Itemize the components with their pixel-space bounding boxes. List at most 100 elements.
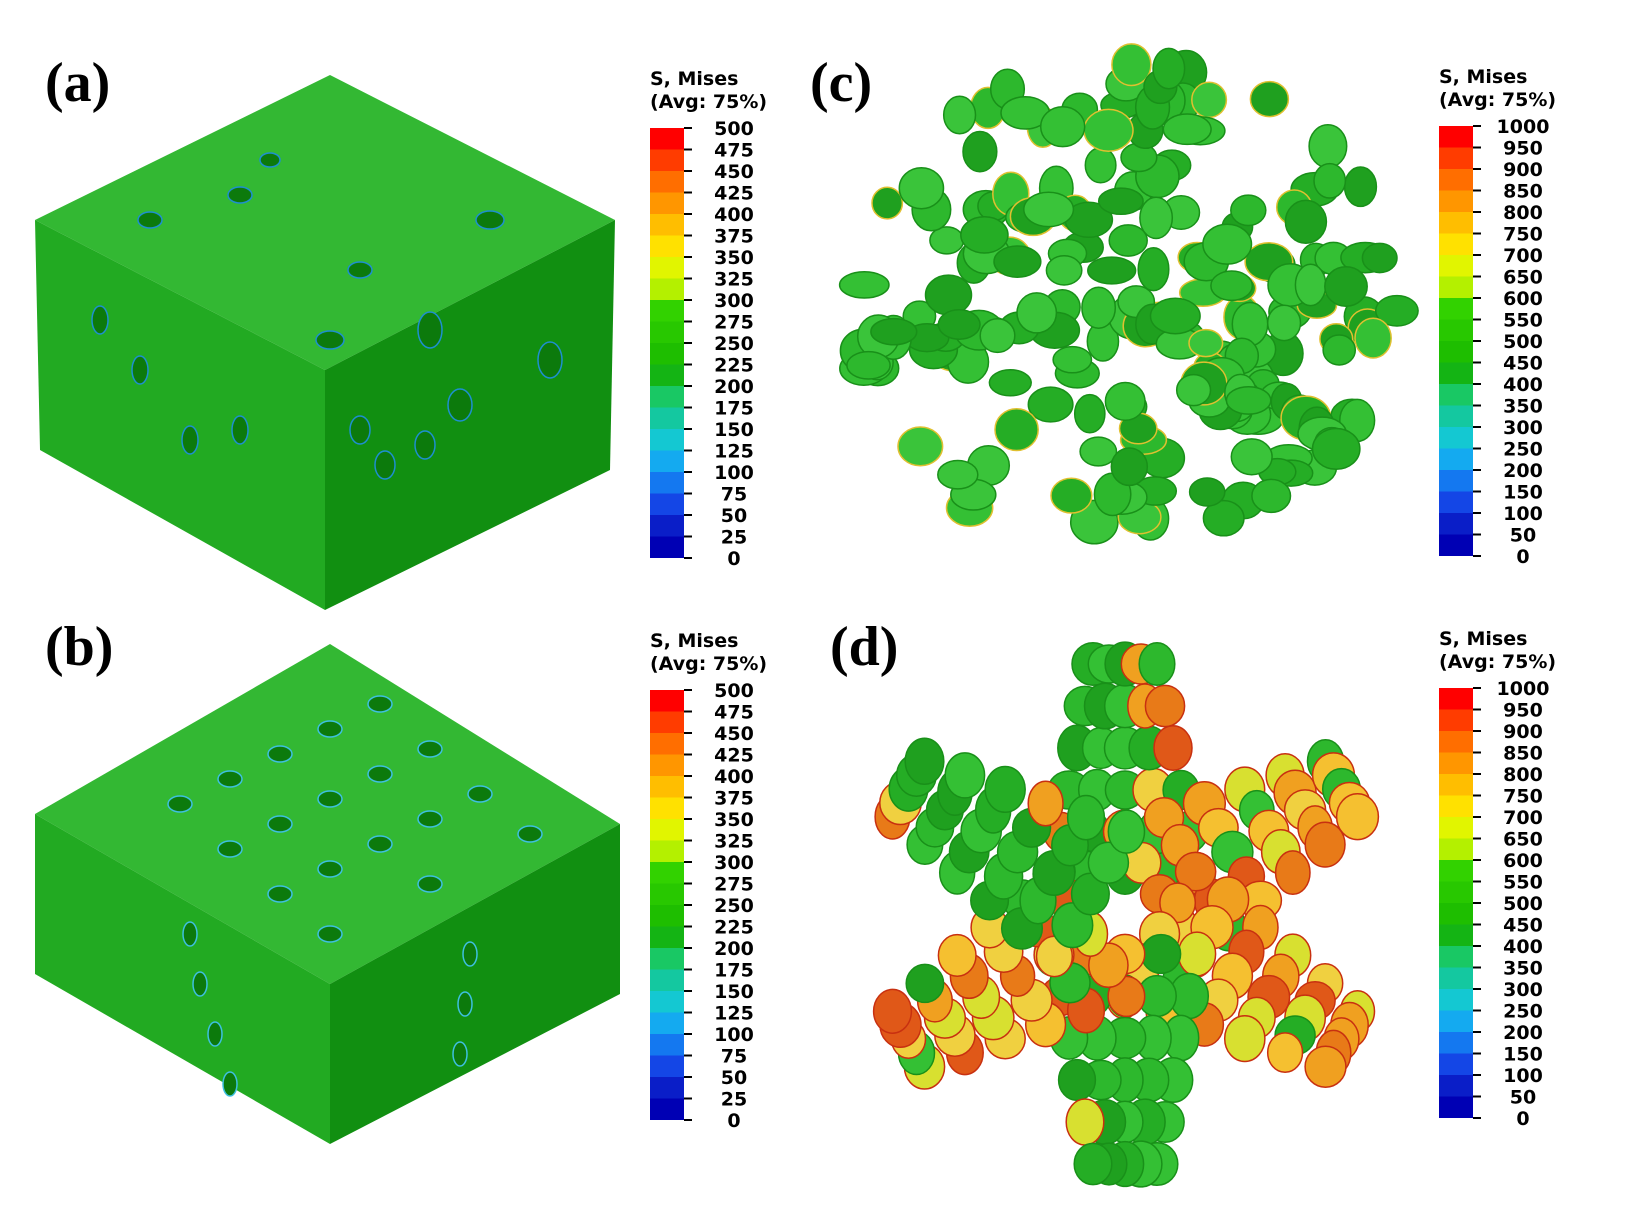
legend-color-band — [650, 128, 684, 150]
particle — [1051, 902, 1094, 949]
legend-color-band — [1439, 731, 1473, 753]
particle — [1023, 191, 1075, 228]
legend-tick-label: 400 — [1503, 374, 1543, 396]
legend-tick-label: 300 — [1503, 417, 1543, 439]
legend-color-band — [650, 926, 684, 948]
legend-tick-label: 150 — [714, 419, 754, 441]
panel-c: (c) S, Mises (Avg: 75%) 1000 950 900 850 800… — [810, 0, 1650, 614]
legend-color-band — [1439, 513, 1473, 535]
legend-tick-label: 425 — [714, 183, 754, 205]
particle — [1149, 297, 1201, 335]
legend-tick-label: 450 — [1503, 915, 1543, 937]
legend-tick-label: 375 — [714, 226, 754, 248]
legend-tick-label: 450 — [714, 161, 754, 183]
legend-tick-label: 850 — [1503, 181, 1543, 203]
legend-color-band — [1439, 774, 1473, 796]
legend-tick-label: 300 — [714, 852, 754, 874]
legend-color-band — [1439, 362, 1473, 384]
legend-color-band — [650, 776, 684, 798]
particle — [1311, 427, 1361, 471]
particle — [1138, 642, 1176, 686]
legend-tick-label: 200 — [1503, 460, 1543, 482]
legend-color-band — [1439, 946, 1473, 968]
legend-tick-label: 225 — [714, 917, 754, 939]
particle — [1230, 194, 1267, 227]
particle — [1066, 794, 1106, 841]
legend-tick-label: 550 — [1503, 310, 1543, 332]
legend-tick-label: 0 — [727, 548, 740, 570]
legend-tick-label: 325 — [714, 269, 754, 291]
legend-color-band — [650, 1055, 684, 1077]
particle — [1251, 478, 1292, 514]
legend-tick-label: 450 — [1503, 353, 1543, 375]
legend-color-band — [1439, 534, 1473, 556]
legend-tick-label: 400 — [1503, 936, 1543, 958]
legend-color-band — [650, 733, 684, 755]
legend-tick-label: 950 — [1503, 700, 1543, 722]
particle — [846, 350, 891, 380]
legend-color-band — [650, 171, 684, 193]
legend-tick-label: 375 — [714, 788, 754, 810]
legend-color-band — [1439, 384, 1473, 406]
legend-color-band — [650, 883, 684, 905]
particle — [984, 765, 1026, 814]
legend-tick-label: 125 — [714, 1003, 754, 1025]
legend-title-line1: S, Mises — [650, 630, 739, 652]
legend-tick-label: 0 — [1516, 1108, 1529, 1130]
legend-color-band — [1439, 233, 1473, 255]
legend-tick-label: 400 — [714, 766, 754, 788]
particle — [1057, 1058, 1097, 1102]
legend-tick-label: 100 — [1503, 1065, 1543, 1087]
particle — [1073, 1142, 1113, 1186]
particle — [1354, 317, 1392, 359]
legend-tick-label: 700 — [1503, 245, 1543, 267]
particle — [993, 245, 1042, 278]
panel-label: (d) — [830, 616, 899, 678]
color-legend: 1000950900850800750700650600550500450400… — [1439, 116, 1549, 568]
particle — [1304, 1045, 1347, 1088]
legend-tick-label: 900 — [1503, 159, 1543, 181]
legend-tick-label: 200 — [1503, 1022, 1543, 1044]
legend-color-band — [650, 1034, 684, 1056]
particle — [870, 317, 918, 346]
legend-title-line2: (Avg: 75%) — [650, 653, 768, 675]
legend-tick-label: 300 — [1503, 979, 1543, 1001]
legend-color-band — [1439, 860, 1473, 882]
legend-color-band — [650, 862, 684, 884]
panel-label: (b) — [45, 616, 114, 678]
legend-tick-label: 250 — [714, 895, 754, 917]
particle — [1079, 436, 1118, 467]
particle — [1162, 113, 1212, 146]
legend-color-band — [1439, 795, 1473, 817]
particle — [1202, 499, 1245, 537]
legend-title-line1: S, Mises — [1439, 628, 1528, 650]
legend-color-band — [650, 321, 684, 343]
legend-tick-label: 350 — [1503, 958, 1543, 980]
particle — [1223, 1014, 1266, 1063]
legend-tick-label: 100 — [714, 1024, 754, 1046]
matrix-block-render — [35, 644, 620, 1144]
legend-color-band — [650, 948, 684, 970]
particle — [1174, 851, 1217, 892]
legend-color-band — [650, 364, 684, 386]
particle — [1083, 108, 1134, 152]
legend-tick-label: 550 — [1503, 872, 1543, 894]
hole-pattern — [167, 695, 543, 1097]
legend-tick-label: 250 — [1503, 439, 1543, 461]
legend-tick-label: 450 — [714, 723, 754, 745]
legend-tick-label: 100 — [714, 462, 754, 484]
particle — [1140, 933, 1182, 975]
legend-color-band — [650, 690, 684, 712]
legend-tick-label: 125 — [714, 441, 754, 463]
particle — [1361, 242, 1398, 274]
particle — [1087, 841, 1130, 885]
particle — [1177, 931, 1217, 977]
legend-tick-label: 850 — [1503, 743, 1543, 765]
particle — [962, 130, 998, 173]
particle — [1084, 147, 1117, 184]
particle — [1159, 882, 1197, 924]
particle — [1210, 270, 1254, 302]
legend-tick-label: 475 — [714, 140, 754, 162]
particle — [1108, 224, 1148, 257]
legend-tick-label: 150 — [714, 981, 754, 1003]
